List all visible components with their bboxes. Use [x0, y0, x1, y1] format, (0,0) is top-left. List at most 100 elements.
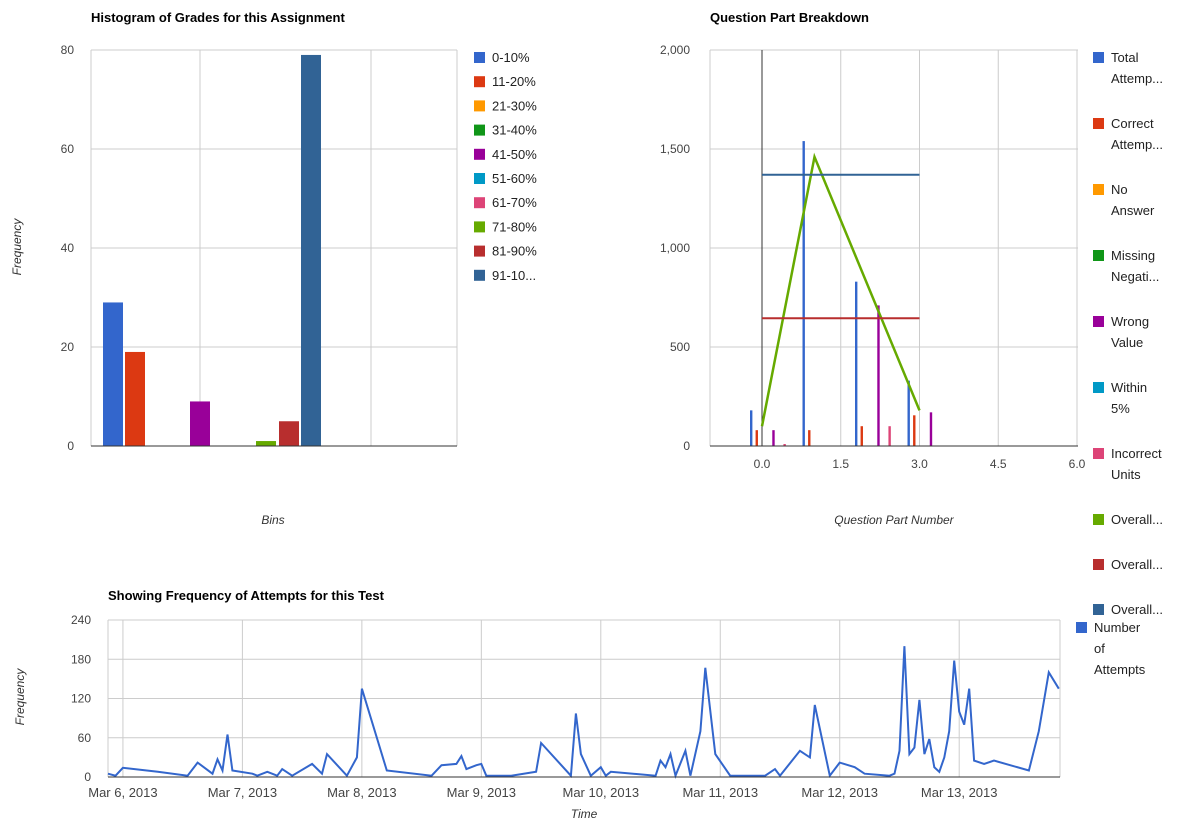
histogram-legend-label: 51-60% — [492, 171, 537, 186]
histogram-legend-label: 71-80% — [492, 219, 537, 234]
question-part-bar — [877, 305, 880, 446]
question-part-legend-label: Value — [1111, 335, 1143, 350]
histogram-legend-swatch — [474, 124, 485, 136]
question-part-legend-label: Overall... — [1111, 512, 1163, 527]
question-part-x-tick-label: 6.0 — [1069, 457, 1086, 471]
histogram-legend-label: 61-70% — [492, 195, 537, 210]
histogram-bars — [103, 54, 321, 446]
histogram-legend-swatch — [474, 148, 485, 160]
histogram-chart: Histogram of Grades for this Assignment … — [10, 10, 537, 527]
histogram-y-axis-title: Frequency — [10, 218, 24, 276]
histogram-legend-swatch — [474, 173, 485, 184]
question-part-legend-label: Negati... — [1111, 269, 1159, 284]
attempts-y-tick-label: 0 — [84, 770, 91, 784]
histogram-bar — [190, 401, 210, 446]
histogram-title: Histogram of Grades for this Assignment — [91, 10, 345, 25]
attempts-x-tick-label: Mar 8, 2013 — [327, 785, 396, 800]
question-part-legend-swatch — [1093, 118, 1104, 129]
histogram-x-axis-title: Bins — [261, 513, 284, 527]
question-part-legend-label: Answer — [1111, 203, 1155, 218]
question-part-chart: Question Part Breakdown 2,000 1,500 1,000 5… — [660, 10, 1163, 617]
question-part-legend-label: Missing — [1111, 248, 1155, 263]
question-part-title: Question Part Breakdown — [710, 10, 869, 25]
attempts-x-tick-label: Mar 9, 2013 — [447, 785, 516, 800]
histogram-y-ticks: 80 60 40 20 0 — [61, 43, 75, 453]
histogram-legend-swatch — [474, 269, 485, 281]
histogram-y-tick-label: 80 — [61, 43, 75, 57]
question-part-y-tick-label: 0 — [683, 439, 690, 453]
question-part-legend-swatch — [1093, 184, 1104, 195]
attempts-y-axis-title: Frequency — [13, 668, 27, 726]
question-part-y-tick-label: 2,000 — [660, 43, 690, 57]
question-part-legend-label: 5% — [1111, 401, 1130, 416]
question-part-bar — [750, 410, 753, 446]
attempts-x-tick-label: Mar 11, 2013 — [682, 785, 758, 800]
histogram-legend-label: 31-40% — [492, 123, 537, 138]
question-part-bar — [907, 380, 910, 446]
attempts-x-tick-label: Mar 6, 2013 — [88, 785, 157, 800]
question-part-bar — [860, 426, 863, 446]
attempts-legend-swatch — [1076, 622, 1087, 633]
histogram-legend-swatch — [474, 76, 485, 88]
attempts-legend: Number of Attempts — [1076, 620, 1146, 677]
question-part-legend-swatch — [1093, 382, 1104, 393]
question-part-y-tick-label: 1,000 — [660, 241, 690, 255]
question-part-x-axis-title: Question Part Number — [834, 513, 954, 527]
histogram-y-tick-label: 20 — [61, 340, 75, 354]
histogram-gridlines — [90, 49, 458, 446]
attempts-y-ticks: 240 180 120 60 0 — [71, 613, 91, 784]
histogram-legend-label: 41-50% — [492, 147, 537, 162]
question-part-x-tick-label: 0.0 — [754, 457, 771, 471]
question-part-legend-swatch — [1093, 52, 1104, 63]
attempts-x-tick-label: Mar 10, 2013 — [562, 785, 639, 800]
histogram-legend-label: 11-20% — [492, 74, 536, 89]
histogram-y-tick-label: 40 — [61, 241, 75, 255]
attempts-title: Showing Frequency of Attempts for this T… — [108, 588, 385, 603]
histogram-legend-swatch — [474, 100, 485, 112]
attempts-y-tick-label: 120 — [71, 692, 91, 706]
histogram-bar — [256, 441, 276, 446]
attempts-x-tick-label: Mar 12, 2013 — [801, 785, 878, 800]
histogram-legend: 0-10% 11-20% 21-30% 31-40% 41-50% 51-60% 61-70… — [474, 50, 537, 283]
question-part-legend-label: Within — [1111, 380, 1147, 395]
question-part-bar — [913, 415, 916, 446]
question-part-legend-swatch — [1093, 316, 1104, 327]
question-part-legend-label: Overall... — [1111, 557, 1163, 572]
question-part-y-tick-label: 1,500 — [660, 142, 690, 156]
histogram-legend-label: 81-90% — [492, 244, 537, 259]
attempts-y-tick-label: 240 — [71, 613, 91, 627]
attempts-chart: Showing Frequency of Attempts for this T… — [13, 588, 1146, 821]
question-part-bar — [772, 430, 775, 446]
histogram-legend-label: 21-30% — [492, 98, 537, 113]
histogram-legend-swatch — [474, 245, 485, 257]
attempts-y-tick-label: 60 — [78, 731, 92, 745]
attempts-line — [107, 646, 1060, 780]
question-part-overall-line — [760, 152, 921, 427]
histogram-y-tick-label: 60 — [61, 142, 75, 156]
attempts-x-tick-label: Mar 13, 2013 — [921, 785, 998, 800]
histogram-bar — [103, 302, 123, 446]
histogram-legend-swatch — [474, 197, 485, 209]
question-part-legend-label: Attemp... — [1111, 71, 1163, 86]
attempts-gridlines — [107, 619, 1061, 777]
histogram-legend-label: 0-10% — [492, 50, 530, 65]
question-part-legend-label: Wrong — [1111, 314, 1149, 329]
histogram-bar — [279, 421, 299, 446]
histogram-bar — [125, 351, 145, 446]
question-part-legend-swatch — [1093, 559, 1104, 570]
question-part-y-tick-label: 500 — [670, 340, 690, 354]
question-part-x-tick-label: 3.0 — [911, 457, 928, 471]
question-part-legend-label: Overall... — [1111, 602, 1163, 617]
attempts-x-tick-label: Mar 7, 2013 — [208, 785, 277, 800]
attempts-x-axis-title: Time — [571, 807, 598, 821]
question-part-legend-swatch — [1093, 604, 1104, 615]
question-part-bar — [888, 426, 891, 446]
question-part-x-tick-label: 1.5 — [832, 457, 849, 471]
question-part-legend-label: Incorrect — [1111, 446, 1162, 461]
question-part-legend-label: Total — [1111, 50, 1139, 65]
question-part-marks — [750, 141, 933, 446]
attempts-legend-label: Attempts — [1094, 662, 1146, 677]
attempts-line-series — [107, 646, 1060, 780]
question-part-bar — [802, 141, 805, 446]
